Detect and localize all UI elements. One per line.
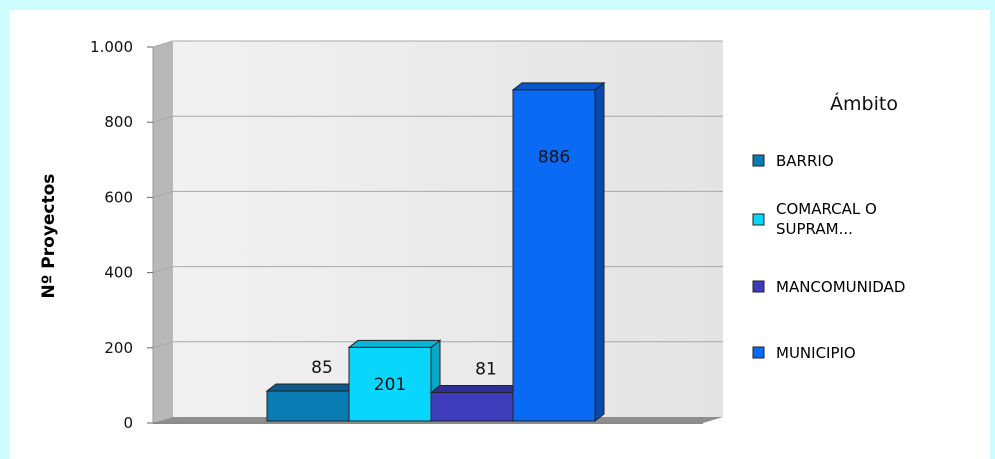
y-tick-label: 400 <box>104 264 133 282</box>
data-label: 201 <box>374 375 406 395</box>
y-tick-label: 0 <box>123 414 133 432</box>
data-label: 85 <box>311 358 333 378</box>
bar-top <box>347 339 442 348</box>
bar-front <box>430 392 514 422</box>
gridline-diagonal <box>152 341 174 349</box>
bar-top <box>429 385 524 394</box>
gridline-diagonal <box>152 115 174 123</box>
bar-comarcal-o-supram <box>347 339 442 423</box>
bar-side <box>594 81 605 423</box>
data-label: 886 <box>538 148 570 168</box>
legend-title: Ámbito <box>830 92 898 115</box>
chart-walls <box>153 41 723 424</box>
gridlines <box>152 40 723 349</box>
legend-label: COMARCAL O SUPRAM... <box>776 200 877 238</box>
data-label: 81 <box>475 360 497 380</box>
bars <box>265 81 606 423</box>
bar-front <box>512 89 596 422</box>
bar-municipio <box>511 81 606 423</box>
y-axis: 1.000 800 600 400 200 0 <box>90 38 154 432</box>
bar-mancomunidad <box>429 384 524 423</box>
bar-front <box>266 390 350 422</box>
legend-label: BARRIO <box>776 152 834 170</box>
legend-item: MUNICIPIO <box>752 344 856 362</box>
legend-item: COMARCAL O SUPRAM... <box>752 200 877 238</box>
y-tick-label: 600 <box>104 188 133 206</box>
legend-swatch <box>752 213 765 226</box>
gridline-diagonal <box>152 190 174 198</box>
legend-label: MUNICIPIO <box>776 344 856 362</box>
gridline-diagonal <box>152 40 174 48</box>
data-labels: 85 201 81 886 <box>311 148 570 395</box>
legend-swatch <box>752 280 765 293</box>
y-axis-label: Nº Proyectos <box>39 174 59 299</box>
bar-front <box>348 346 432 422</box>
legend: BARRIO COMARCAL O SUPRAM... MANCOMUNIDAD MUN… <box>752 152 905 362</box>
bar-top <box>511 82 606 91</box>
legend-item: MANCOMUNIDAD <box>752 278 905 296</box>
y-tick-label: 800 <box>104 113 133 131</box>
legend-item: BARRIO <box>752 152 834 170</box>
bar-top <box>265 383 360 392</box>
bar-barrio <box>265 383 360 423</box>
legend-swatch <box>752 346 765 359</box>
gridline-diagonal <box>152 266 174 274</box>
back-wall <box>173 41 723 417</box>
y-tick-label: 200 <box>104 339 133 357</box>
legend-swatch <box>752 154 765 167</box>
legend-label: MANCOMUNIDAD <box>776 278 905 296</box>
y-tick-label: 1.000 <box>90 38 133 56</box>
left-wall <box>153 41 173 423</box>
